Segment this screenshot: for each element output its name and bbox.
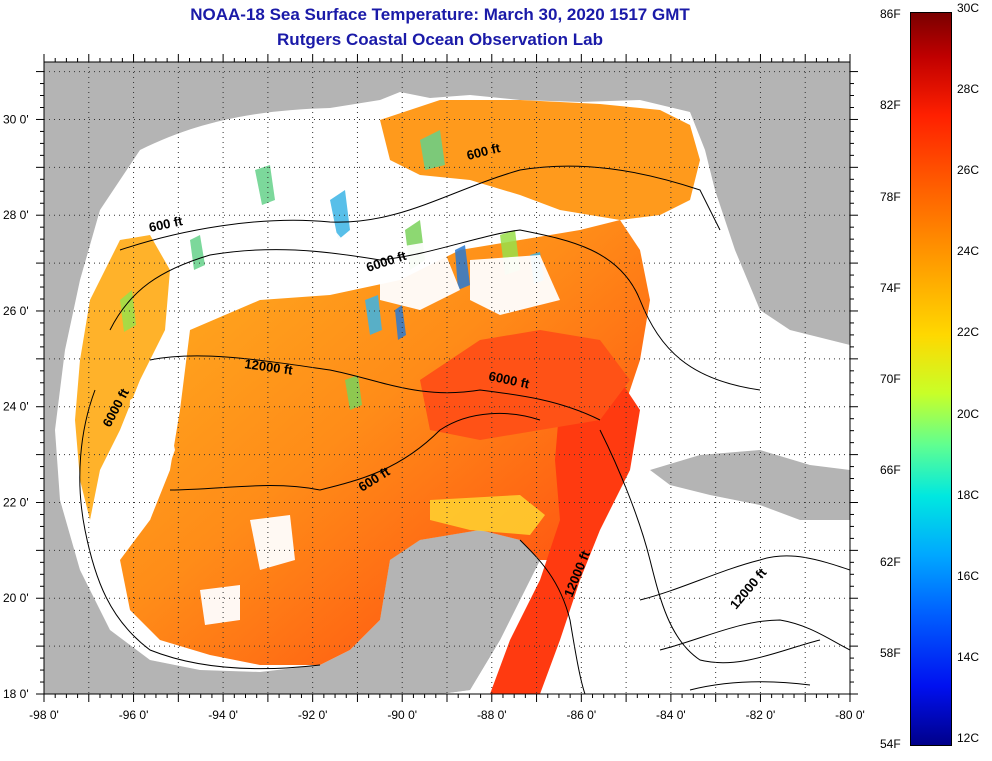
- colorbar-c-label: 30C: [957, 1, 980, 15]
- frame-ticks: [36, 54, 858, 702]
- latitude-tick-label: 28 0': [3, 208, 29, 222]
- colorbar-c-label: 26C: [957, 163, 980, 178]
- bathymetry-contours: [79, 165, 850, 694]
- colorbar-c-label: 24C: [957, 244, 980, 259]
- colorbar-c-label: 28C: [957, 82, 980, 97]
- sst-main: [120, 220, 650, 665]
- longitude-tick-label: -88 0': [477, 708, 507, 722]
- latitude-tick-label: 26 0': [3, 304, 29, 318]
- longitude-tick-label: -98 0': [29, 708, 59, 722]
- longitude-tick-label: -84 0': [656, 708, 686, 722]
- longitude-tick-label: -94 0': [208, 708, 238, 722]
- colorbar-c-label: 14C: [957, 649, 980, 664]
- colorbar-f-label: 74F: [880, 280, 901, 295]
- latitude-tick-label: 18 0': [3, 687, 29, 701]
- contour-label: 12000 ft: [244, 356, 295, 378]
- contour-label: 600 ft: [148, 213, 185, 235]
- colorbar-f-label: 82F: [880, 98, 901, 113]
- colorbar-f-label: 78F: [880, 189, 901, 204]
- colorbar-c-label: 20C: [957, 406, 980, 421]
- sst-yucatan-channel: [490, 380, 640, 694]
- longitude-tick-label: -80 0': [835, 708, 865, 722]
- longitude-tick-label: -82 0': [746, 708, 776, 722]
- latitude-tick-label: 22 0': [3, 495, 29, 509]
- temperature-colorbar: [910, 12, 952, 746]
- colorbar-f-label: 62F: [880, 554, 901, 569]
- florida-land: [720, 62, 850, 330]
- sst-loop-current: [420, 330, 630, 440]
- sst-west-shelf: [75, 235, 170, 520]
- latitude-tick-label: 20 0': [3, 591, 29, 605]
- longitude-tick-label: -96 0': [119, 708, 149, 722]
- graticule: [44, 62, 850, 694]
- map-title: NOAA-18 Sea Surface Temperature: March 3…: [190, 5, 690, 24]
- yucatan-land: [380, 530, 540, 694]
- sst-north-shelf: [380, 100, 700, 220]
- colorbar-f-label: 58F: [880, 645, 901, 660]
- colorbar-f-label: 66F: [880, 463, 901, 478]
- colorbar-f-label: 86F: [880, 7, 901, 21]
- longitude-tick-label: -86 0': [567, 708, 597, 722]
- colorbar-c-label: 18C: [957, 487, 980, 502]
- colorbar-c-label: 22C: [957, 325, 980, 340]
- latitude-labels: 30 0' 28 0' 26 0' 24 0' 22 0' 20 0' 18 0': [3, 112, 29, 701]
- colorbar-f-label: 54F: [880, 737, 901, 751]
- colorbar-f-label: 70F: [880, 372, 901, 386]
- longitude-labels: -98 0' -96 0' -94 0' -92 0' -90 0' -88 0' -86 …: [29, 708, 865, 722]
- longitude-tick-label: -90 0': [387, 708, 417, 722]
- colorbar-c-label: 12C: [957, 731, 980, 745]
- longitude-tick-label: -92 0': [298, 708, 328, 722]
- latitude-tick-label: 30 0': [3, 112, 29, 126]
- map-subtitle: Rutgers Coastal Ocean Observation Lab: [277, 30, 603, 49]
- sst-cool-patch: [430, 495, 545, 535]
- latitude-tick-label: 24 0': [3, 400, 29, 414]
- cloud-gaps: [125, 225, 560, 625]
- colorbar-c-label: 16C: [957, 568, 980, 583]
